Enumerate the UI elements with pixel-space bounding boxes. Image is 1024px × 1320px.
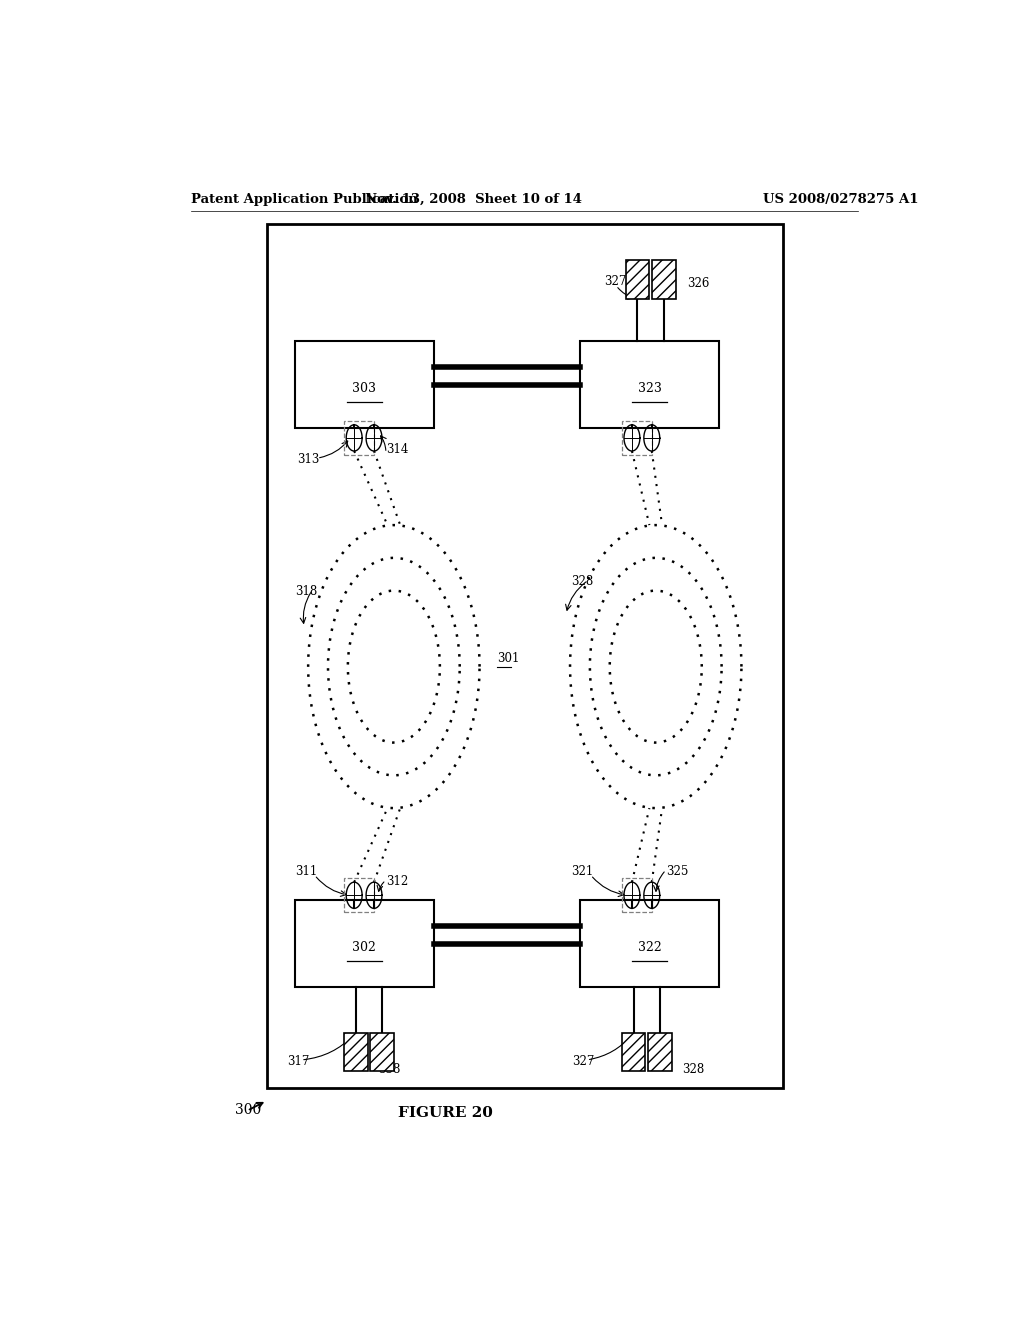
Text: 323: 323 (638, 381, 662, 395)
Text: 321: 321 (570, 865, 593, 878)
Bar (267, 224, 782, 1089)
Text: 317: 317 (287, 1055, 309, 1068)
Bar (648, 1032, 672, 1071)
Text: 311: 311 (295, 865, 316, 878)
Text: Patent Application Publication: Patent Application Publication (191, 193, 418, 206)
Text: 325: 325 (666, 865, 688, 878)
Text: 318: 318 (295, 586, 316, 598)
Bar (581, 342, 719, 428)
Bar (622, 421, 652, 455)
Bar (626, 260, 649, 298)
Bar (344, 878, 374, 912)
Text: 327: 327 (604, 276, 627, 289)
Bar (652, 260, 676, 298)
Text: Nov. 13, 2008  Sheet 10 of 14: Nov. 13, 2008 Sheet 10 of 14 (365, 193, 582, 206)
Text: 313: 313 (297, 453, 319, 466)
Text: 301: 301 (497, 652, 519, 664)
Text: 302: 302 (352, 941, 376, 954)
Bar (622, 1032, 645, 1071)
Bar (370, 1032, 394, 1071)
Text: 328: 328 (570, 576, 593, 589)
Text: 312: 312 (386, 875, 409, 888)
Bar (622, 878, 652, 912)
Bar (344, 1032, 368, 1071)
Text: 314: 314 (386, 444, 409, 457)
Text: US 2008/0278275 A1: US 2008/0278275 A1 (763, 193, 919, 206)
Text: 328: 328 (682, 1063, 705, 1076)
Text: 300: 300 (236, 1102, 261, 1117)
Bar (581, 900, 719, 987)
Text: 326: 326 (687, 277, 710, 290)
Bar (295, 900, 433, 987)
Text: 338: 338 (378, 1063, 400, 1076)
Text: 327: 327 (572, 1055, 595, 1068)
Text: FIGURE 20: FIGURE 20 (398, 1106, 493, 1119)
Text: 322: 322 (638, 941, 662, 954)
Bar (344, 421, 374, 455)
Text: 303: 303 (352, 381, 376, 395)
Bar (295, 342, 433, 428)
